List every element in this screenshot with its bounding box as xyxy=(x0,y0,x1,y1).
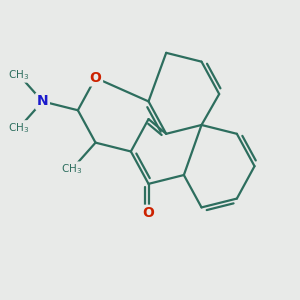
Text: O: O xyxy=(90,71,101,85)
Text: CH$_3$: CH$_3$ xyxy=(61,162,82,176)
Text: CH$_3$: CH$_3$ xyxy=(8,68,30,82)
Text: O: O xyxy=(142,206,154,220)
Text: N: N xyxy=(37,94,48,108)
Text: CH$_3$: CH$_3$ xyxy=(8,121,30,135)
